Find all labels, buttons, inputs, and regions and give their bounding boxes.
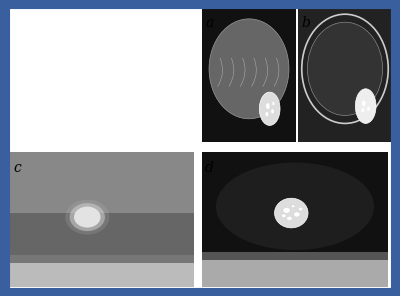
Bar <box>202 9 296 142</box>
Text: b: b <box>301 16 310 30</box>
Ellipse shape <box>70 203 105 231</box>
Ellipse shape <box>282 214 286 218</box>
Text: a: a <box>205 16 214 30</box>
Ellipse shape <box>65 200 109 235</box>
Bar <box>298 9 392 142</box>
Bar <box>202 152 388 287</box>
Ellipse shape <box>362 108 364 112</box>
Bar <box>10 255 194 263</box>
Bar <box>10 152 194 287</box>
FancyArrowPatch shape <box>229 58 234 86</box>
Text: c: c <box>13 161 21 175</box>
Ellipse shape <box>266 103 270 109</box>
Ellipse shape <box>259 92 280 126</box>
Bar <box>202 252 388 260</box>
Ellipse shape <box>74 207 100 228</box>
FancyArrowPatch shape <box>274 58 279 86</box>
Ellipse shape <box>362 101 366 106</box>
FancyArrowPatch shape <box>218 58 223 86</box>
FancyArrowPatch shape <box>263 58 268 86</box>
Ellipse shape <box>216 163 374 250</box>
Ellipse shape <box>283 207 290 213</box>
Ellipse shape <box>266 112 268 116</box>
Bar <box>202 253 388 287</box>
Ellipse shape <box>291 205 295 208</box>
Bar <box>10 258 194 287</box>
Ellipse shape <box>209 19 289 119</box>
Ellipse shape <box>294 212 300 217</box>
Text: d: d <box>205 161 214 175</box>
Ellipse shape <box>367 107 370 111</box>
FancyArrowPatch shape <box>252 58 256 86</box>
Ellipse shape <box>307 22 383 115</box>
Ellipse shape <box>287 216 292 221</box>
Ellipse shape <box>355 89 376 123</box>
Ellipse shape <box>274 198 308 228</box>
Bar <box>10 152 194 213</box>
Ellipse shape <box>271 109 274 114</box>
FancyArrowPatch shape <box>240 58 245 86</box>
Ellipse shape <box>272 102 275 105</box>
Ellipse shape <box>298 207 303 211</box>
